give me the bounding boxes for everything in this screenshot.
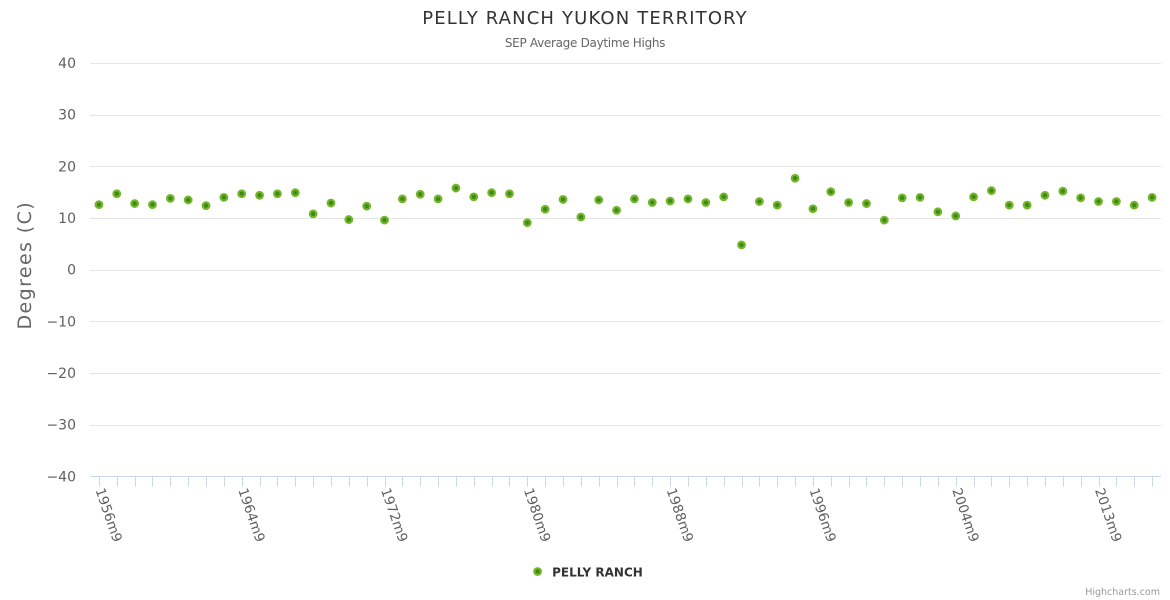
data-point[interactable]: [1147, 192, 1157, 202]
data-point[interactable]: [1004, 200, 1014, 210]
data-point[interactable]: [451, 183, 461, 193]
data-point[interactable]: [612, 205, 621, 215]
y-axis-label: 40: [58, 56, 76, 72]
data-point[interactable]: [165, 193, 175, 203]
data-point[interactable]: [665, 196, 675, 206]
data-point[interactable]: [915, 192, 925, 202]
data-point[interactable]: [522, 218, 532, 228]
data-point[interactable]: [862, 199, 871, 208]
chart-subtitle: SEP Average Daytime Highs: [505, 36, 665, 50]
data-point[interactable]: [987, 186, 996, 196]
data-point[interactable]: [130, 199, 140, 208]
data-point[interactable]: [326, 198, 336, 208]
data-point[interactable]: [308, 209, 318, 219]
data-point[interactable]: [112, 189, 122, 199]
y-axis-title: Degrees (C): [14, 201, 36, 330]
y-axis-label: −20: [46, 366, 76, 382]
legend-item[interactable]: PELLY RANCH: [533, 566, 643, 580]
data-point[interactable]: [1076, 193, 1086, 203]
data-point[interactable]: [719, 192, 729, 202]
y-axis-label: −10: [46, 314, 76, 330]
data-point[interactable]: [201, 201, 211, 211]
data-point[interactable]: [487, 188, 497, 198]
y-axis-label: 0: [67, 263, 76, 279]
legend-series-label: PELLY RANCH: [552, 566, 643, 580]
data-point[interactable]: [647, 198, 657, 207]
data-point[interactable]: [183, 195, 193, 205]
data-point[interactable]: [630, 194, 639, 204]
chart-title: PELLY RANCH YUKON TERRITORY: [422, 8, 748, 29]
y-axis-label: −30: [46, 418, 76, 434]
y-gridlines: [90, 63, 1161, 477]
data-point[interactable]: [1040, 190, 1050, 200]
data-point[interactable]: [1111, 197, 1121, 206]
data-point[interactable]: [219, 192, 229, 202]
data-point[interactable]: [380, 215, 389, 225]
data-point[interactable]: [933, 207, 943, 217]
data-point[interactable]: [433, 194, 443, 204]
y-axis-label: 30: [58, 108, 76, 124]
data-point[interactable]: [594, 195, 604, 205]
legend-marker-icon: [533, 567, 542, 576]
data-point[interactable]: [94, 200, 104, 209]
data-point[interactable]: [683, 194, 693, 204]
data-point[interactable]: [1094, 197, 1103, 206]
data-point[interactable]: [415, 189, 425, 199]
data-point[interactable]: [576, 212, 586, 222]
scatter-points: [94, 173, 1157, 250]
data-point[interactable]: [237, 189, 247, 199]
y-axis-label: 10: [58, 211, 76, 227]
data-point[interactable]: [701, 198, 711, 207]
data-point[interactable]: [1129, 200, 1139, 210]
highcharts-credits-link[interactable]: Highcharts.com: [1085, 587, 1160, 598]
data-point[interactable]: [397, 194, 407, 204]
y-axis-labels: −40 −30 −20 −10 0 10 20 30 40: [46, 56, 76, 485]
data-point[interactable]: [951, 211, 961, 221]
data-point[interactable]: [826, 187, 836, 197]
data-point[interactable]: [969, 192, 978, 202]
data-point[interactable]: [273, 189, 282, 199]
y-axis-label: 20: [58, 159, 76, 175]
data-point[interactable]: [344, 215, 354, 224]
data-point[interactable]: [844, 198, 854, 207]
data-point[interactable]: [754, 197, 764, 206]
y-axis-label: −40: [46, 469, 76, 485]
data-point[interactable]: [879, 215, 889, 225]
data-point[interactable]: [558, 195, 568, 204]
data-point[interactable]: [808, 204, 818, 214]
data-point[interactable]: [540, 204, 550, 214]
data-point[interactable]: [897, 193, 907, 203]
data-point[interactable]: [737, 240, 746, 250]
data-point[interactable]: [505, 189, 514, 199]
data-point[interactable]: [469, 192, 479, 202]
data-point[interactable]: [148, 200, 157, 209]
data-point[interactable]: [290, 188, 300, 198]
data-point[interactable]: [255, 190, 264, 200]
x-axis: [90, 476, 1161, 487]
data-point[interactable]: [790, 173, 800, 183]
data-point[interactable]: [1022, 200, 1032, 210]
data-point[interactable]: [1058, 186, 1068, 196]
data-point[interactable]: [772, 200, 782, 210]
data-point[interactable]: [362, 201, 372, 211]
